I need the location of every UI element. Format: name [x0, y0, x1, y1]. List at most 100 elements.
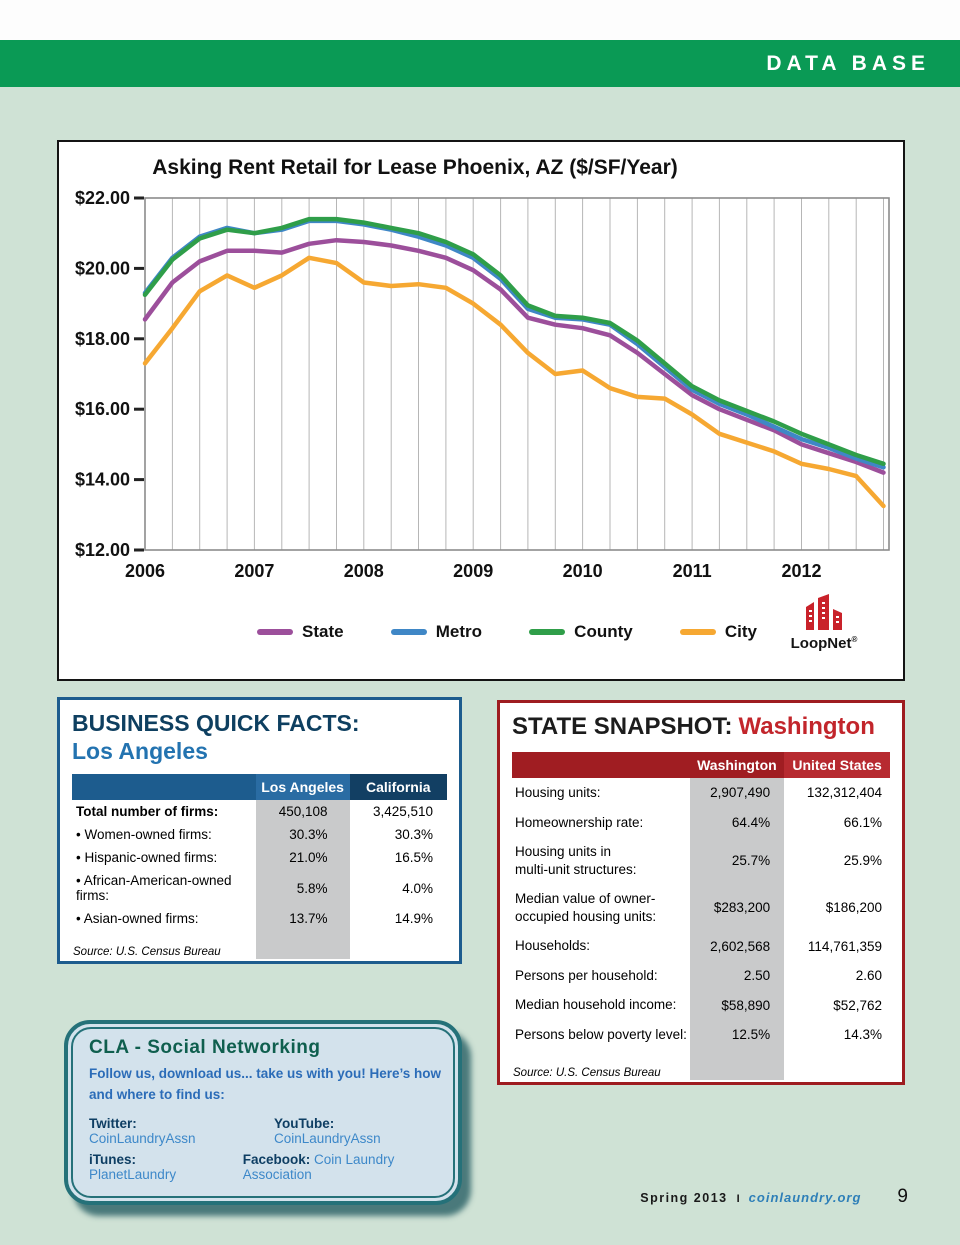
facts-row-label: • Women-owned firms: — [76, 827, 212, 843]
legend-label: Metro — [435, 622, 483, 641]
social-handle: Coin Laundry Association — [242, 1151, 395, 1182]
snapshot-title: STATE SNAPSHOT: Washington — [512, 713, 890, 741]
social-link-twitter: Twitter: CoinLaundryAssn — [89, 1116, 240, 1146]
snapshot-row-label: Housing units: — [515, 785, 601, 800]
svg-text:2010: 2010 — [563, 561, 603, 581]
snapshot-value-united-states: 114,761,359 — [807, 938, 882, 954]
snapshot-value-washington: 2.50 — [689, 960, 785, 991]
cla-title: CLA - Social Networking — [89, 1037, 321, 1058]
snapshot-header-blank — [512, 752, 690, 778]
svg-text:2011: 2011 — [673, 561, 712, 581]
loopnet-wordmark: LoopNet® — [790, 635, 858, 652]
svg-text:2008: 2008 — [344, 561, 384, 581]
facts-value-california: 14.9% — [394, 911, 433, 927]
legend-item-county: County — [529, 622, 633, 642]
snapshot-value-united-states: 25.9% — [843, 853, 882, 869]
facts-header-row: Los Angeles California — [72, 774, 447, 801]
facts-header-blank — [72, 774, 256, 801]
top-margin-strip — [0, 0, 960, 40]
social-network-label: Facebook: — [242, 1151, 311, 1167]
legend-label: City — [724, 622, 757, 641]
svg-text:$22.00: $22.00 — [75, 188, 130, 208]
rent-chart-panel: Asking Rent Retail for Lease Phoenix, AZ… — [57, 140, 905, 681]
legend-item-state: State — [257, 622, 344, 642]
snapshot-title-prefix: STATE SNAPSHOT: — [512, 713, 733, 740]
legend-label: State — [302, 622, 344, 641]
social-network-label: Twitter: — [89, 1115, 137, 1131]
chart-title: Asking Rent Retail for Lease Phoenix, AZ… — [152, 156, 678, 179]
social-network-label: iTunes: — [89, 1151, 136, 1167]
section-title: DATA BASE — [766, 52, 930, 75]
snapshot-row: Households: 2,602,568 114,761,359 — [512, 931, 890, 961]
snapshot-row-label: Persons per household: — [515, 967, 658, 983]
snapshot-row: Housing units: 2,907,490 132,312,404 — [512, 778, 890, 808]
snapshot-value-washington: 12.5% — [689, 1019, 785, 1050]
social-handle: CoinLaundryAssn — [89, 1130, 196, 1146]
social-link-itunes: iTunes: PlanetLaundry — [89, 1152, 209, 1182]
facts-value-california: 30.3% — [394, 827, 433, 843]
snapshot-row-label: Persons below poverty level: — [515, 1026, 687, 1042]
svg-text:2012: 2012 — [781, 561, 821, 581]
facts-value-los-angeles: 21.0% — [255, 846, 350, 870]
snapshot-value-washington: 2,907,490 — [689, 778, 785, 808]
snapshot-value-united-states: 2.60 — [855, 968, 882, 984]
facts-source-row: Source: U.S. Census Bureau — [72, 930, 447, 960]
page-footer: Spring 2013 I coinlaundry.org 9 — [640, 1186, 908, 1208]
facts-source: Source: U.S. Census Bureau — [73, 946, 221, 959]
facts-value-california: 3,425,510 — [372, 804, 433, 820]
snapshot-value-united-states: 66.1% — [843, 814, 882, 830]
snapshot-value-washington: 2,602,568 — [689, 931, 785, 961]
facts-row-label: • Hispanic-owned firms: — [76, 850, 218, 866]
facts-col-los-angeles: Los Angeles — [255, 774, 350, 801]
svg-text:$20.00: $20.00 — [75, 258, 130, 278]
loopnet-logo: LoopNet® — [779, 590, 869, 652]
snapshot-row: Persons per household: 2.50 2.60 — [512, 960, 890, 991]
social-handle: CoinLaundryAssn — [274, 1130, 381, 1146]
cla-intro-text: Follow us, download us... take us with y… — [89, 1066, 442, 1102]
facts-subtitle-city: Los Angeles — [72, 737, 208, 764]
snapshot-value-washington: 25.7% — [689, 837, 785, 885]
snapshot-row: Homeownership rate: 64.4% 66.1% — [512, 807, 890, 838]
facts-title: BUSINESS QUICK FACTS: — [72, 710, 360, 736]
snapshot-header-row: Washington United States — [512, 752, 890, 778]
snapshot-row-label: Median household income: — [515, 997, 677, 1013]
facts-value-los-angeles: 5.8% — [255, 869, 350, 908]
snapshot-value-washington: 64.4% — [689, 807, 785, 838]
snapshot-row: Median value of owner- occupied housing … — [512, 884, 890, 932]
legend-swatch-icon — [390, 629, 427, 635]
footer-website: coinlaundry.org — [748, 1190, 862, 1205]
chart-legend: State Metro County City — [257, 622, 757, 642]
svg-text:2009: 2009 — [453, 561, 493, 581]
rent-chart-svg: $12.00 $14.00 $16.00 $18.00 $20.00 $22.00 2006… — [75, 188, 890, 581]
snapshot-source-row: Source: U.S. Census Bureau — [512, 1049, 890, 1081]
svg-text:2007: 2007 — [234, 561, 274, 581]
legend-swatch-icon — [679, 629, 716, 635]
facts-value-los-angeles: 30.3% — [255, 823, 350, 847]
state-snapshot-panel: STATE SNAPSHOT: Washington Washington Uni… — [497, 700, 905, 1085]
snapshot-row: Median household income: $58,890 $52,762 — [512, 990, 890, 1020]
snapshot-value-united-states: $186,200 — [825, 900, 882, 916]
social-network-label: YouTube: — [274, 1115, 335, 1131]
snapshot-value-washington: $58,890 — [689, 990, 785, 1020]
facts-value-california: 16.5% — [394, 850, 433, 866]
facts-row-label: • Asian-owned firms: — [76, 911, 199, 927]
legend-item-metro: Metro — [390, 622, 483, 642]
legend-swatch-icon — [529, 629, 566, 635]
snapshot-row: Persons below poverty level: 12.5% 14.3% — [512, 1019, 890, 1050]
rent-line-chart: $12.00 $14.00 $16.00 $18.00 $20.00 $22.00 2006… — [67, 188, 899, 605]
snapshot-col-washington: Washington — [689, 752, 785, 778]
footer-separator: I — [736, 1193, 740, 1205]
snapshot-row: Housing units in multi-unit structures: … — [512, 837, 890, 885]
snapshot-value-washington: $283,200 — [689, 884, 785, 932]
legend-swatch-icon — [257, 629, 293, 635]
snapshot-value-united-states: $52,762 — [833, 997, 882, 1013]
facts-row: • African-American-owned firms: 5.8% 4.0… — [72, 869, 447, 908]
social-links-row: Twitter: CoinLaundryAssn YouTube: CoinLa… — [89, 1116, 437, 1146]
svg-text:$12.00: $12.00 — [75, 540, 130, 560]
social-link-youtube: YouTube: CoinLaundryAssn — [274, 1116, 437, 1146]
loopnet-buildings-icon — [806, 594, 842, 630]
svg-text:$18.00: $18.00 — [75, 329, 130, 349]
snapshot-col-united-states: United States — [784, 752, 890, 778]
snapshot-row-label: Homeownership rate: — [515, 814, 644, 830]
